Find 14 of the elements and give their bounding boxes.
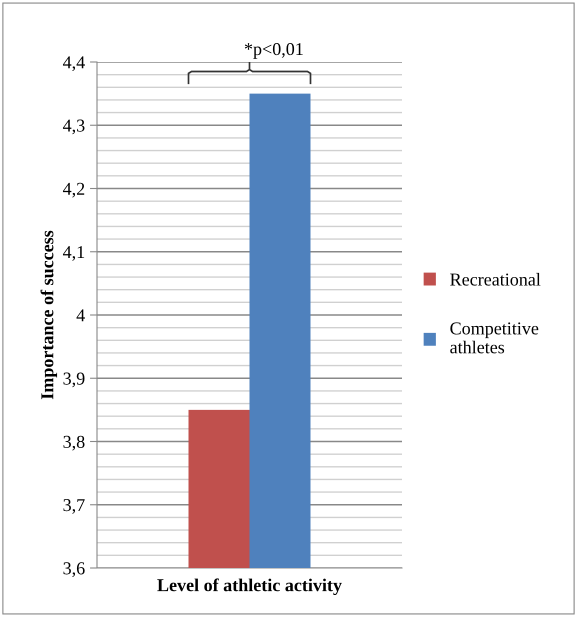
legend-label: Competitive athletes xyxy=(450,322,538,354)
y-tick-label: 4,3 xyxy=(62,120,84,134)
y-tick-label: 3,8 xyxy=(63,436,85,451)
x-axis-title: Level of athletic activity xyxy=(157,578,342,596)
y-tick-label: 4 xyxy=(76,309,85,322)
y-tick-label: 4,2 xyxy=(62,182,84,198)
y-tick-label: 3,9 xyxy=(63,372,84,388)
y-tick-label: 3,7 xyxy=(63,499,85,514)
y-tick-label: 4,4 xyxy=(62,56,85,72)
y-axis-title: Importance of success xyxy=(40,230,58,400)
text: *p<0,01 xyxy=(244,42,303,59)
y-tick-label: 3,6 xyxy=(63,562,85,578)
legend-label: Recreational xyxy=(450,272,540,286)
y-tick-label: 4,1 xyxy=(62,246,84,261)
